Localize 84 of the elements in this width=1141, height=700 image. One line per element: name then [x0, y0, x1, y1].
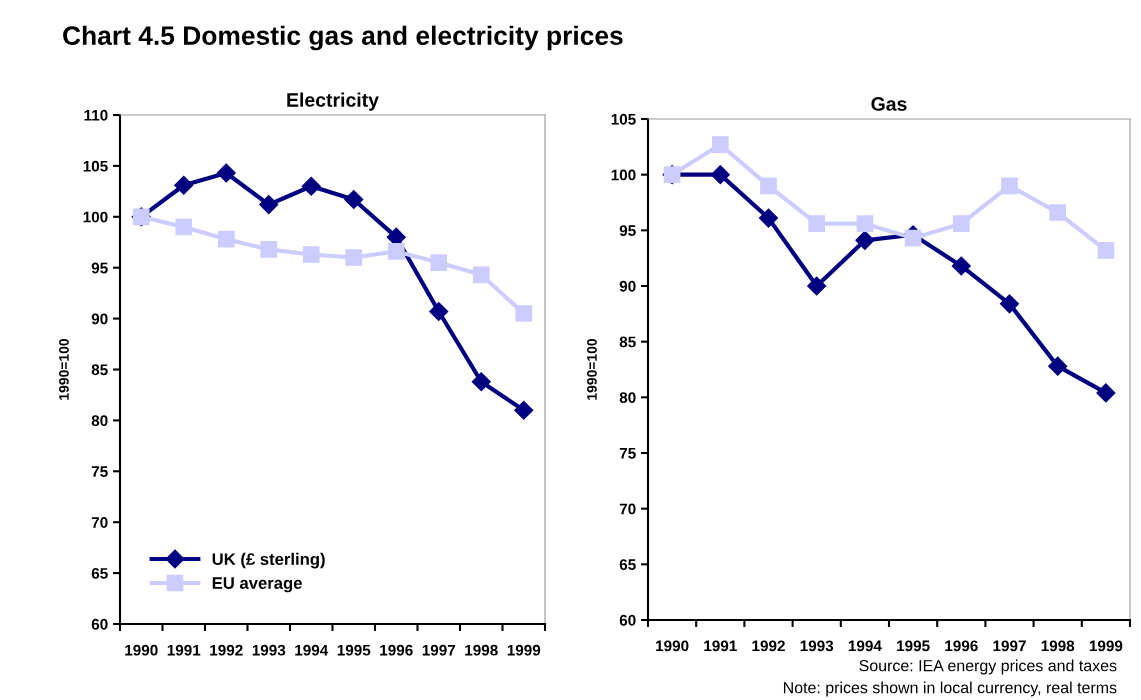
- source-note: Source: IEA energy prices and taxes: [859, 659, 1117, 675]
- point: [904, 229, 922, 247]
- point: [1001, 177, 1018, 195]
- x-tick-label: 1995: [337, 644, 371, 656]
- x-tick-label: 1996: [945, 640, 978, 652]
- point: [387, 243, 405, 260]
- chart-title: Gas: [871, 97, 907, 111]
- x-tick-label: 1994: [848, 640, 882, 652]
- point: [429, 301, 449, 322]
- y-tick-label: 60: [91, 618, 108, 630]
- x-tick-label: 1995: [897, 640, 930, 652]
- point: [758, 208, 779, 228]
- x-tick-label: 1991: [704, 640, 737, 652]
- y-tick-label: 110: [84, 109, 108, 121]
- point: [344, 189, 364, 210]
- y-tick-label: 80: [91, 415, 108, 427]
- point: [430, 254, 448, 271]
- y-tick-label: 105: [83, 160, 108, 172]
- x-tick-label: 1998: [1041, 640, 1075, 652]
- x-tick-label: 1990: [656, 640, 689, 652]
- point: [217, 230, 235, 248]
- caption: Chart 4.5 Domestic gas and electricity prices: [63, 25, 623, 51]
- point: [952, 215, 970, 232]
- point: [999, 294, 1020, 314]
- point: [216, 163, 236, 183]
- point: [301, 176, 321, 196]
- y-tick-label: 90: [91, 313, 108, 325]
- x-tick-label: 1996: [380, 644, 413, 656]
- y-tick-label: 105: [611, 113, 636, 125]
- point: [856, 215, 874, 232]
- y-tick-label: 85: [619, 336, 636, 348]
- y-tick-label: 65: [91, 567, 108, 579]
- point: [345, 249, 363, 266]
- legend-label: EU average: [212, 577, 302, 593]
- x-tick-label: 1992: [210, 644, 243, 656]
- y-tick-label: 75: [619, 448, 636, 459]
- point: [1048, 356, 1068, 376]
- x-tick-label: 1991: [167, 644, 201, 656]
- point: [807, 276, 827, 296]
- point: [174, 175, 194, 195]
- point: [514, 400, 534, 420]
- y-tick-label: 85: [91, 364, 108, 376]
- point: [259, 195, 279, 215]
- point: [855, 230, 875, 250]
- y-axis-title: 1990=100: [587, 338, 597, 400]
- x-tick-label: 1998: [465, 644, 498, 656]
- y-tick-label: 95: [619, 225, 636, 237]
- point: [302, 246, 320, 263]
- x-tick-label: 1999: [1089, 640, 1123, 652]
- text: Note: prices shown in local currency, real terms: [783, 681, 1117, 697]
- x-tick-label: 1997: [422, 644, 456, 656]
- y-tick-label: 60: [619, 614, 636, 626]
- point: [175, 218, 193, 236]
- y-tick-label: 70: [91, 517, 108, 528]
- point: [710, 165, 730, 185]
- point: [1096, 383, 1116, 403]
- y-tick-label: 100: [83, 211, 108, 223]
- point: [951, 256, 971, 276]
- x-tick-label: 1990: [125, 644, 158, 656]
- y-tick-label: 95: [91, 262, 108, 274]
- y-tick-label: 80: [619, 392, 636, 404]
- y-axis-title: 1990=100: [59, 338, 69, 400]
- legend-label: UK (£ sterling): [212, 552, 325, 569]
- point: [808, 215, 826, 232]
- x-tick-label: 1994: [295, 644, 329, 656]
- point: [1097, 242, 1115, 259]
- point: [515, 305, 533, 322]
- point: [472, 266, 490, 284]
- point: [260, 241, 278, 258]
- point: [1049, 204, 1067, 221]
- y-tick-label: 100: [611, 169, 636, 181]
- y-tick-label: 70: [619, 503, 636, 515]
- y-tick-label: 65: [619, 559, 636, 571]
- point: [471, 372, 491, 392]
- x-tick-label: 1993: [800, 640, 834, 652]
- chart-title: Electricity: [287, 92, 379, 111]
- x-tick-label: 1999: [507, 644, 541, 656]
- point: [711, 136, 729, 153]
- x-tick-label: 1992: [752, 640, 785, 652]
- point: [760, 177, 777, 195]
- x-tick-label: 1993: [252, 644, 286, 656]
- y-tick-label: 90: [619, 280, 636, 292]
- y-tick-label: 75: [91, 466, 108, 477]
- x-tick-label: 1997: [993, 640, 1026, 652]
